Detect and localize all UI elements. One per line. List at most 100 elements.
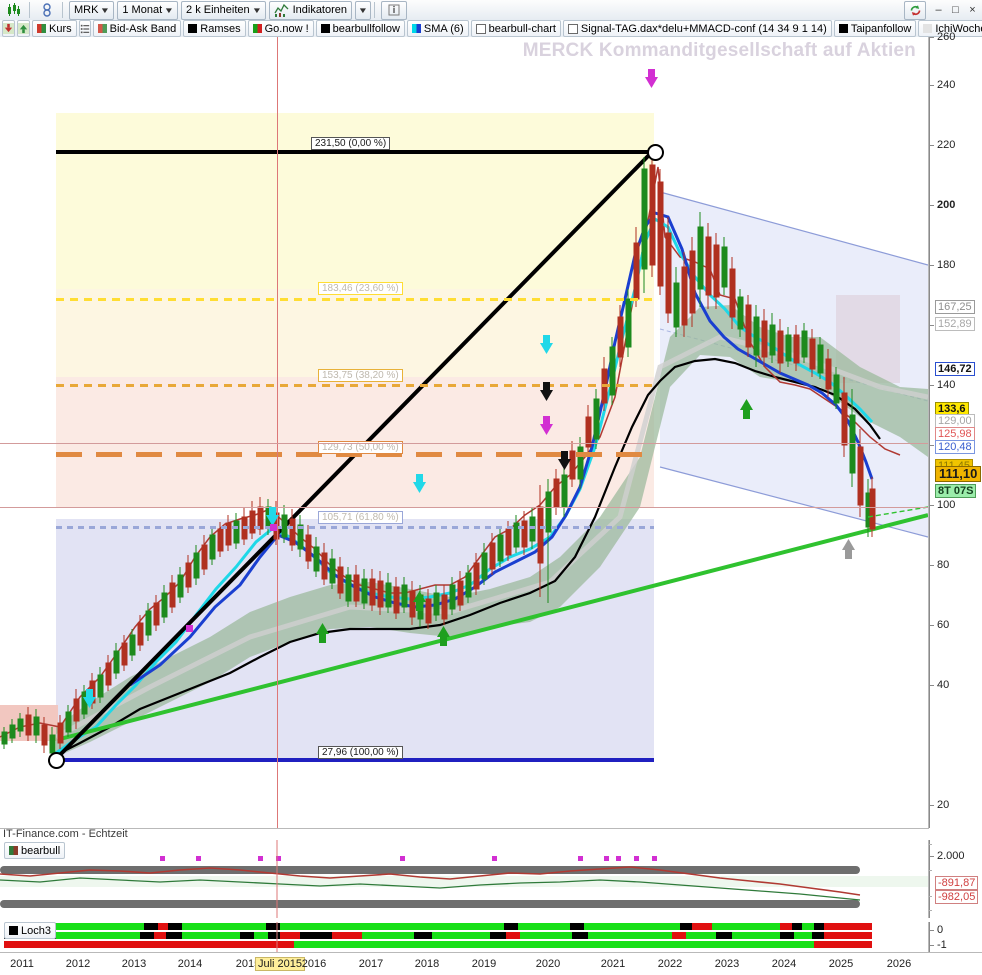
horizontal-line-price	[0, 507, 928, 508]
indicators-button[interactable]: Indikatoren	[268, 0, 353, 20]
swing-high-node[interactable]	[647, 144, 664, 161]
indicator-chart-icon	[274, 3, 289, 17]
maximize-button[interactable]: □	[952, 4, 959, 16]
y-tick: 140	[937, 379, 956, 391]
legend-label: IchiWoche+Monat	[935, 22, 982, 35]
legend-item-taipanfollow[interactable]: Taipanfollow	[833, 20, 917, 37]
legend-item-ramses[interactable]: Ramses	[183, 20, 246, 37]
units-label: 2 k Einheiten	[186, 4, 250, 16]
arrow-down-red-icon	[3, 23, 14, 34]
symbol-selector[interactable]: MRK ▼	[69, 0, 115, 20]
legend-item-bid-ask-band[interactable]: Bid-Ask Band	[92, 20, 182, 37]
candlestick-series	[1, 155, 876, 759]
fib-label-236: 183,46 (23,60 %)	[318, 282, 403, 295]
y-tick: 40	[937, 679, 950, 691]
units-selector[interactable]: 2 k Einheiten ▼	[181, 0, 266, 20]
loch3-indicator-panel[interactable]: Loch3	[0, 922, 929, 952]
price-tag-152[interactable]: 152,89	[935, 317, 975, 331]
price-tag-146[interactable]: 146,72	[935, 362, 975, 376]
loch3-axis[interactable]: 0 -1	[929, 922, 982, 952]
checkbox-icon[interactable]	[567, 23, 578, 34]
indicators-label: Indikatoren	[292, 4, 348, 16]
timeframe-label: 1 Monat	[122, 4, 163, 16]
x-tick-2026: 2026	[886, 958, 912, 970]
x-tick-2023: 2023	[714, 958, 740, 970]
bearbull-lower-rail	[0, 900, 860, 908]
close-button[interactable]: ×	[969, 4, 976, 16]
color-swatch-icon	[411, 24, 421, 33]
link-chain-icon	[43, 3, 51, 17]
chart-canvas	[0, 148, 928, 761]
legend-item-bearbull-chart[interactable]: bearbull-chart	[470, 20, 561, 37]
legend-item-signal-tag[interactable]: Signal-TAG.dax*delu+MMACD-conf (14 34 9 …	[562, 20, 832, 37]
color-swatch-icon	[838, 24, 848, 33]
bearbull-value-tag-1[interactable]: -891,87	[935, 876, 979, 890]
loch3-row-1	[46, 923, 872, 930]
chart-type-button[interactable]	[2, 2, 26, 19]
loch3-panel-legend[interactable]: Loch3	[4, 922, 56, 939]
bearbull-label: bearbull	[21, 844, 61, 857]
legend-item-ichiwoche-monat[interactable]: IchiWoche+Monat	[918, 20, 982, 37]
legend-list-button[interactable]	[78, 20, 91, 37]
countdown-tag[interactable]: 8T 07S	[935, 484, 977, 498]
swing-low-node[interactable]	[48, 752, 65, 769]
refresh-button[interactable]	[904, 0, 926, 20]
price-tag-129[interactable]: 129,00	[935, 414, 975, 428]
legend-item-go-now[interactable]: Go.now !	[247, 20, 314, 37]
time-axis[interactable]: 2011 2012 2013 2014 2015 Juli 2015 2016 …	[0, 952, 982, 975]
x-tick-2018: 2018	[414, 958, 440, 970]
bearbull-indicator-panel[interactable]: bearbull	[0, 840, 929, 918]
loch3-row-2	[4, 932, 872, 939]
timeframe-selector[interactable]: 1 Monat ▼	[117, 0, 179, 20]
wilder-ma-line	[55, 357, 881, 756]
indicators-dropdown-arrow[interactable]: ▼	[355, 0, 371, 20]
bearbull-value-tag-2[interactable]: -982,05	[935, 890, 979, 904]
scroll-down-button[interactable]	[2, 20, 15, 37]
price-axis[interactable]: 260 240 220 200 180 160 140 120 100 80 6…	[929, 31, 982, 828]
price-tag-167[interactable]: 167,25	[935, 300, 975, 314]
legend-item-sma[interactable]: SMA (6)	[406, 20, 469, 37]
x-tick-2017: 2017	[358, 958, 384, 970]
color-swatch-icon	[320, 24, 330, 33]
marker-arrow-down-cyan-4	[83, 689, 96, 708]
bearbull-signal-line	[0, 866, 861, 896]
fib-line-382	[56, 384, 654, 387]
scroll-up-button[interactable]	[17, 20, 30, 37]
color-swatch-icon	[923, 24, 933, 33]
legend-item-bearbullfollow[interactable]: bearbullfollow	[315, 20, 405, 37]
chevron-down-icon: ▼	[357, 5, 369, 15]
bearbull-axis[interactable]: 2.000 -891,87 -982,05	[929, 840, 982, 918]
axis-line	[929, 840, 930, 918]
marker-arrow-up-green-3	[437, 626, 450, 646]
legend-label: bearbullfollow	[332, 22, 400, 35]
marker-arrow-up-green-2	[413, 591, 426, 611]
fib-label-382: 153,75 (38,20 %)	[318, 369, 403, 382]
legend-label: Taipanfollow	[850, 22, 912, 35]
main-price-chart[interactable]: 231,50 (0,00 %) 183,46 (23,60 %) 153,75 …	[0, 37, 929, 829]
axis-line	[929, 922, 930, 952]
refresh-icon	[910, 4, 920, 16]
x-tick-highlight[interactable]: Juli 2015	[254, 957, 306, 971]
info-button[interactable]	[380, 0, 407, 20]
color-swatch-icon	[188, 24, 198, 33]
signal-markers-layer	[83, 69, 855, 708]
last-price-tag[interactable]: 111,10	[935, 466, 982, 482]
color-swatch-icon	[252, 24, 262, 33]
price-tag-125[interactable]: 125,98	[935, 427, 975, 441]
marker-arrow-down-cyan-1	[540, 335, 553, 354]
candlestick-icon	[8, 3, 20, 16]
fib-line-100	[56, 758, 654, 762]
minimize-button[interactable]: –	[935, 4, 942, 16]
chart-watermark-title: MERCK Kommanditgesellschaft auf Aktien	[522, 40, 916, 61]
legend-item-kurs[interactable]: Kurs	[32, 20, 77, 37]
price-tag-120[interactable]: 120,48	[935, 440, 975, 454]
indicator-legend-bar: Kurs Bid-Ask Band Ramses Go.now ! bearbu…	[0, 20, 982, 38]
bearbull-panel-legend[interactable]: bearbull	[4, 842, 66, 859]
checkbox-icon[interactable]	[475, 23, 486, 34]
link-chain-button[interactable]	[35, 2, 59, 19]
projection-line	[867, 506, 928, 518]
color-swatch-icon	[37, 24, 46, 33]
loch3-row-3	[4, 941, 872, 948]
y-tick: 100	[937, 499, 956, 511]
ichimoku-cloud-green	[56, 305, 928, 757]
